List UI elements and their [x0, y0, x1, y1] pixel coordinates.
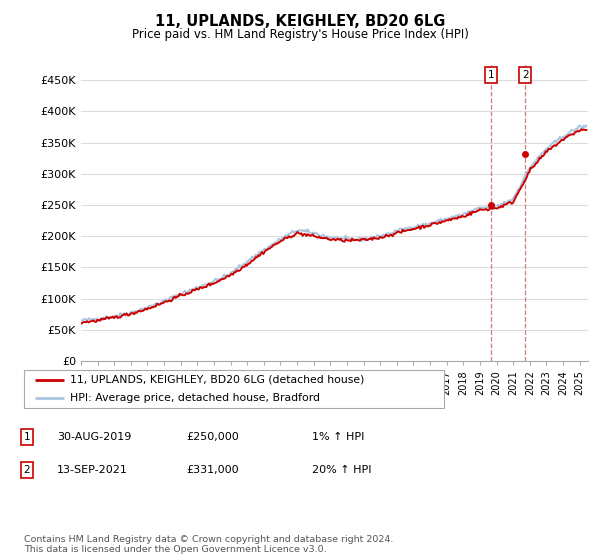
- Text: 1: 1: [23, 432, 31, 442]
- Text: Contains HM Land Registry data © Crown copyright and database right 2024.
This d: Contains HM Land Registry data © Crown c…: [24, 535, 394, 554]
- Text: 30-AUG-2019: 30-AUG-2019: [57, 432, 131, 442]
- Text: 1% ↑ HPI: 1% ↑ HPI: [312, 432, 364, 442]
- Text: £331,000: £331,000: [186, 465, 239, 475]
- Text: 2: 2: [23, 465, 31, 475]
- Text: HPI: Average price, detached house, Bradford: HPI: Average price, detached house, Brad…: [70, 393, 320, 403]
- Text: 2: 2: [522, 70, 529, 80]
- Text: 11, UPLANDS, KEIGHLEY, BD20 6LG: 11, UPLANDS, KEIGHLEY, BD20 6LG: [155, 14, 445, 29]
- Text: 13-SEP-2021: 13-SEP-2021: [57, 465, 128, 475]
- Text: £250,000: £250,000: [186, 432, 239, 442]
- Text: 1: 1: [488, 70, 494, 80]
- Text: Price paid vs. HM Land Registry's House Price Index (HPI): Price paid vs. HM Land Registry's House …: [131, 28, 469, 41]
- Text: 11, UPLANDS, KEIGHLEY, BD20 6LG (detached house): 11, UPLANDS, KEIGHLEY, BD20 6LG (detache…: [70, 375, 365, 385]
- FancyBboxPatch shape: [24, 370, 444, 408]
- Text: 20% ↑ HPI: 20% ↑ HPI: [312, 465, 371, 475]
